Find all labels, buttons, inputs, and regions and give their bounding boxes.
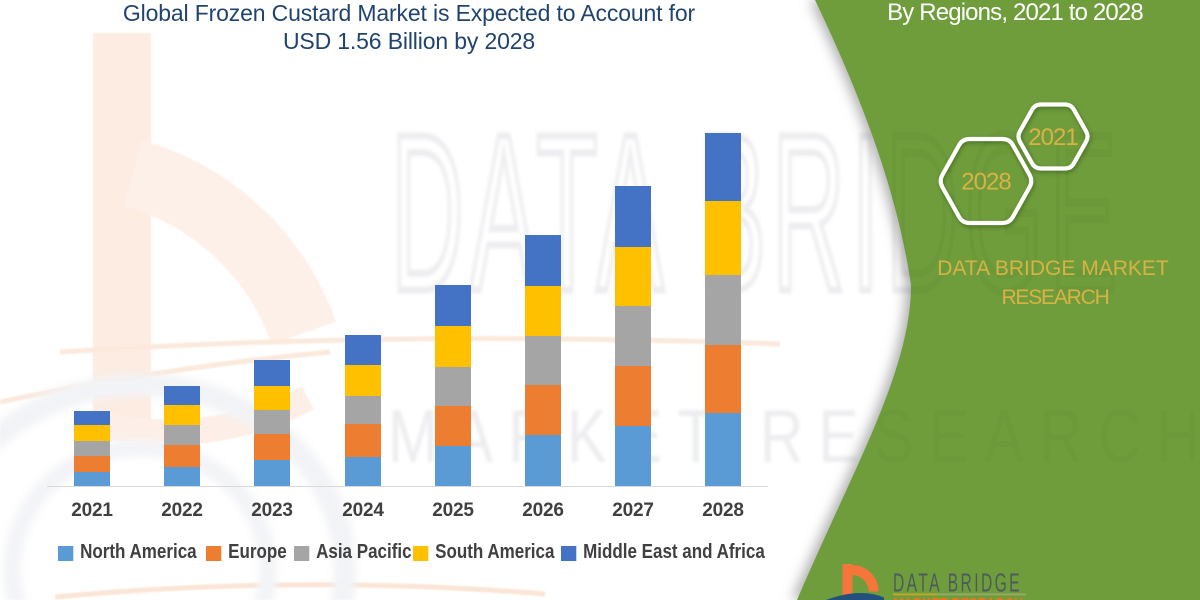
svg-text:MARKET RESEARCH: MARKET RESEARCH <box>388 396 1200 479</box>
svg-text:2028: 2028 <box>961 169 1011 196</box>
svg-text:MARKET RESEARCH: MARKET RESEARCH <box>893 594 1023 600</box>
svg-text:2021: 2021 <box>1028 124 1078 151</box>
svg-text:DATA BRIDGE: DATA BRIDGE <box>893 568 1022 597</box>
